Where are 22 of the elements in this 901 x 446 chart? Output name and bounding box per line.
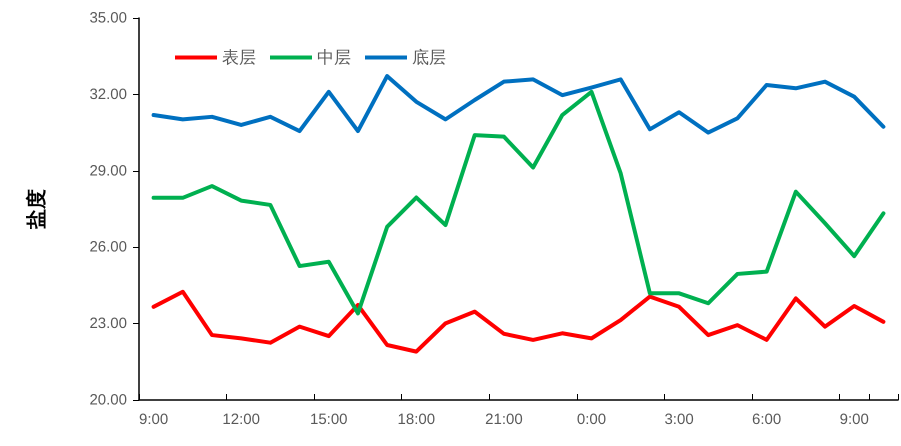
y-tick-label: 32.00 bbox=[89, 86, 127, 103]
legend-label: 底层 bbox=[412, 48, 446, 67]
x-tick-label: 0:00 bbox=[576, 411, 606, 428]
y-tick-label: 20.00 bbox=[89, 392, 127, 408]
y-tick-label: 26.00 bbox=[89, 238, 127, 256]
line-series bbox=[152, 74, 886, 135]
x-tick-label: 21:00 bbox=[485, 411, 523, 428]
x-tick-label: 9:00 bbox=[840, 411, 869, 428]
legend-label: 表层 bbox=[222, 48, 256, 67]
y-axis-title: 盐度 bbox=[25, 189, 48, 230]
x-tick-label: 6:00 bbox=[752, 411, 782, 428]
legend-label: 中层 bbox=[317, 48, 351, 67]
line-series bbox=[152, 290, 886, 354]
y-tick-label: 29.00 bbox=[89, 162, 127, 180]
y-tick-label: 35.00 bbox=[89, 10, 127, 26]
y-tick-label: 23.00 bbox=[89, 315, 127, 332]
x-tick-label: 3:00 bbox=[664, 411, 694, 428]
x-tick-label: 12:00 bbox=[222, 411, 260, 428]
x-tick-label: 15:00 bbox=[310, 411, 348, 428]
x-tick-label: 9:00 bbox=[138, 411, 168, 428]
line-series bbox=[152, 90, 886, 316]
x-tick-label: 18:00 bbox=[398, 411, 436, 428]
